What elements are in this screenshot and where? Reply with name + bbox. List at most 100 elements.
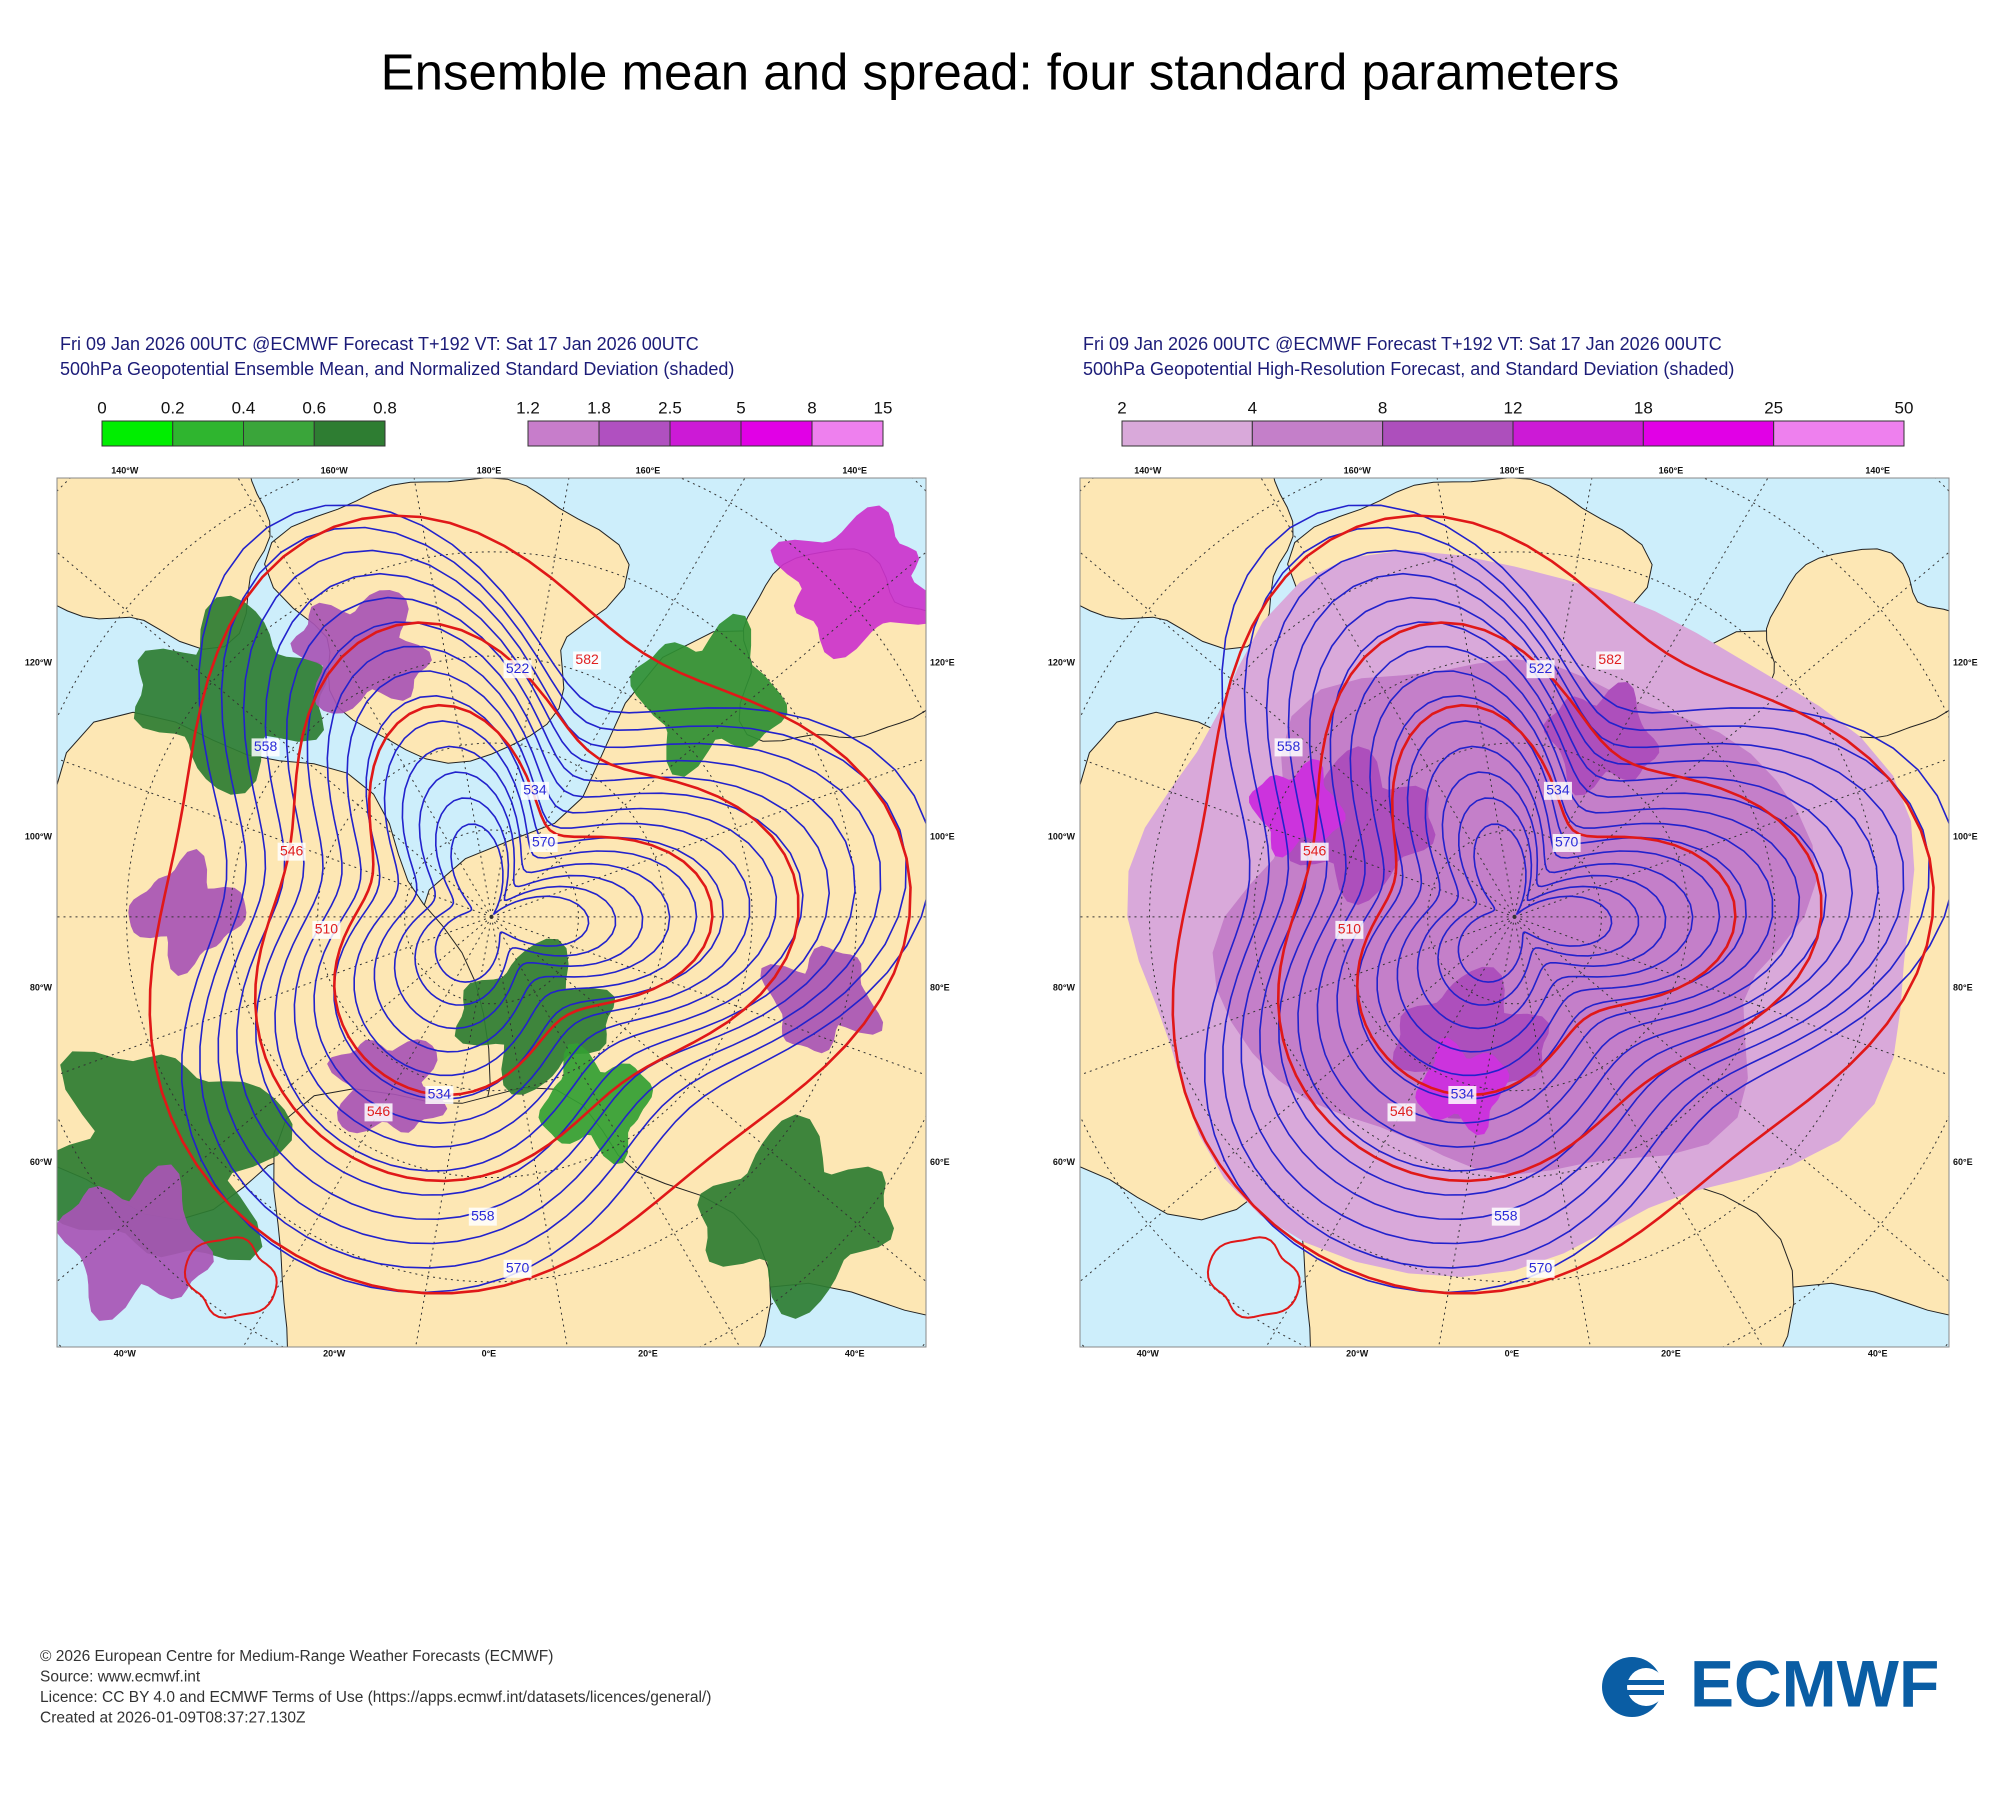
coordinate-label: 140°W: [1134, 465, 1162, 475]
coordinate-label: 60°E: [930, 1157, 950, 1167]
colorbar-label: 18: [1634, 398, 1653, 417]
coordinate-label: 40°E: [1868, 1348, 1888, 1358]
colorbar-segment: [1122, 421, 1252, 446]
colorbar-segment: [1252, 421, 1382, 446]
coordinate-label: 0°E: [1505, 1348, 1520, 1358]
colorbar-segment: [1383, 421, 1513, 446]
panel-header: 500hPa Geopotential High-Resolution Fore…: [1083, 359, 1734, 379]
coordinate-label: 40°W: [114, 1348, 137, 1358]
coordinate-label: 40°W: [1137, 1348, 1160, 1358]
colorbar-segment: [741, 421, 812, 446]
colorbar-label: 15: [874, 398, 893, 417]
contour-label: 570: [1555, 834, 1579, 850]
colorbar-label: 0.8: [373, 398, 397, 417]
logo-mark: [1604, 1690, 1664, 1695]
colorbar-segment: [1643, 421, 1773, 446]
colorbar-segment: [812, 421, 883, 446]
coordinate-label: 120°E: [930, 657, 955, 667]
colorbar-label: 8: [807, 398, 816, 417]
contour-label: 558: [1494, 1207, 1518, 1223]
contour-label: 534: [1546, 782, 1570, 798]
contour-label: 582: [575, 651, 599, 667]
coordinate-label: 140°E: [842, 465, 867, 475]
coordinate-label: 60°W: [30, 1157, 53, 1167]
colorbar-segment: [314, 421, 385, 446]
logo-mark: [1627, 1668, 1665, 1706]
footer: © 2026 European Centre for Medium-Range …: [40, 1648, 711, 1727]
colorbar-label: 0: [97, 398, 106, 417]
contour-label: 582: [1598, 651, 1622, 667]
coordinate-label: 140°W: [111, 465, 139, 475]
colorbar-label: 2.5: [658, 398, 682, 417]
coordinate-label: 160°W: [321, 465, 349, 475]
contour-label: 534: [523, 782, 547, 798]
coordinate-label: 120°W: [25, 657, 53, 667]
contour-label: 510: [1338, 921, 1362, 937]
colorbar-label: 1.2: [516, 398, 540, 417]
page-title: Ensemble mean and spread: four standard …: [381, 43, 1620, 100]
contour-label: 522: [1529, 660, 1553, 676]
colorbar-segment: [670, 421, 741, 446]
coordinate-label: 100°E: [1953, 831, 1978, 841]
coordinate-label: 0°E: [482, 1348, 497, 1358]
coordinate-label: 160°E: [1659, 465, 1684, 475]
logo-mark: [1604, 1680, 1664, 1685]
colorbar-label: 4: [1248, 398, 1257, 417]
colorbar-label: 1.8: [587, 398, 611, 417]
colorbar-label: 25: [1764, 398, 1783, 417]
coordinate-label: 60°E: [1953, 1157, 1973, 1167]
logo: ECMWF: [1602, 1646, 1939, 1720]
logo-text: ECMWF: [1690, 1646, 1939, 1720]
footer-line: © 2026 European Centre for Medium-Range …: [40, 1648, 553, 1665]
contour-label: 534: [1451, 1086, 1475, 1102]
colorbar-segment: [244, 421, 315, 446]
contour-label: 546: [1303, 842, 1327, 858]
colorbar-segment: [528, 421, 599, 446]
coordinate-label: 180°E: [1500, 465, 1525, 475]
contour-label: 558: [254, 738, 278, 754]
contour-label: 546: [1390, 1103, 1414, 1119]
contour-label: 534: [428, 1086, 452, 1102]
colorbar-label: 8: [1378, 398, 1387, 417]
colorbar-label: 0.6: [302, 398, 326, 417]
contour-label: 558: [471, 1207, 495, 1223]
panel-header: Fri 09 Jan 2026 00UTC @ECMWF Forecast T+…: [1083, 334, 1722, 354]
colorbar-label: 12: [1504, 398, 1523, 417]
panel-header: Fri 09 Jan 2026 00UTC @ECMWF Forecast T+…: [60, 334, 699, 354]
colorbar-segment: [102, 421, 173, 446]
coordinate-label: 20°E: [1661, 1348, 1681, 1358]
coordinate-label: 80°E: [930, 982, 950, 992]
contour-label: 570: [506, 1259, 530, 1275]
colorbar-label: 5: [736, 398, 745, 417]
colorbar-segment: [1513, 421, 1643, 446]
colorbar-label: 0.4: [232, 398, 256, 417]
coordinate-label: 180°E: [477, 465, 502, 475]
colorbar-segment: [173, 421, 244, 446]
coordinate-label: 20°W: [323, 1348, 346, 1358]
coordinate-label: 60°W: [1053, 1157, 1076, 1167]
coordinate-label: 160°W: [1344, 465, 1372, 475]
coordinate-label: 160°E: [636, 465, 661, 475]
coordinate-label: 80°E: [1953, 982, 1973, 992]
contour-label: 570: [532, 834, 556, 850]
coordinate-label: 80°W: [30, 982, 53, 992]
contour-label: 558: [1277, 738, 1301, 754]
coordinate-label: 20°W: [1346, 1348, 1369, 1358]
contour-label: 546: [367, 1103, 391, 1119]
colorbar-segment: [599, 421, 670, 446]
contour-label: 570: [1529, 1259, 1553, 1275]
coordinate-label: 120°E: [1953, 657, 1978, 667]
coordinate-label: 40°E: [845, 1348, 865, 1358]
coordinate-label: 100°W: [1048, 831, 1076, 841]
contour-label: 510: [315, 921, 339, 937]
coordinate-label: 100°W: [25, 831, 53, 841]
colorbar-label: 50: [1895, 398, 1914, 417]
coordinate-label: 80°W: [1053, 982, 1076, 992]
coordinate-label: 120°W: [1048, 657, 1076, 667]
contour-label: 522: [506, 660, 530, 676]
coordinate-label: 140°E: [1865, 465, 1890, 475]
footer-line: Created at 2026-01-09T08:37:27.130Z: [40, 1710, 305, 1727]
contour-label: 546: [280, 842, 304, 858]
